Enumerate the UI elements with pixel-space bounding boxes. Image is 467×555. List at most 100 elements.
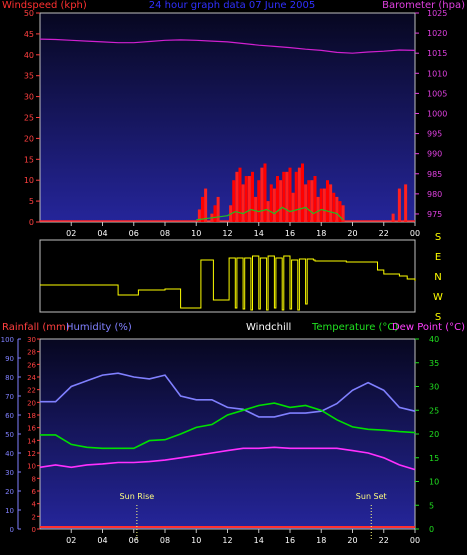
humidity-tick-label: 30 <box>5 469 14 477</box>
humidity-tick-label: 100 <box>1 336 14 344</box>
wind-y-tick-label: 10 <box>24 176 34 185</box>
gust-bar <box>294 171 298 222</box>
rainfall-tick-label: 24 <box>27 374 36 382</box>
x-tick-label: 14 <box>254 536 264 545</box>
direction-series-group <box>40 255 416 311</box>
gust-bar <box>238 167 242 222</box>
windspeed-bar <box>285 171 289 222</box>
wind-y-tick-label: 50 <box>24 9 34 18</box>
windspeed-bar <box>316 196 320 222</box>
gust-bar <box>213 205 217 222</box>
temp-tick-label: 40 <box>429 335 439 344</box>
gust-bar <box>307 180 311 222</box>
gust-bar <box>251 171 254 222</box>
x-tick-label: 08 <box>160 229 170 238</box>
windspeed-bar <box>254 196 258 222</box>
rainfall-tick-label: 8 <box>32 475 36 483</box>
gust-bar <box>201 196 204 222</box>
rainfall-tick-label: 28 <box>27 349 36 357</box>
humidity-tick-label: 90 <box>5 355 14 363</box>
temp-tick-label: 30 <box>429 383 439 392</box>
windspeed-bar <box>391 213 395 222</box>
windspeed-bar <box>341 205 345 222</box>
baro-y-tick-label: 995 <box>427 130 442 139</box>
windspeed-bar <box>322 188 326 222</box>
windspeed-axis-label: Windspeed (kph) <box>2 0 87 11</box>
direction-tick-label: S <box>435 312 441 323</box>
windspeed-bar <box>216 196 220 222</box>
wind-y-tick-label: 0 <box>29 218 34 227</box>
wind-left-axis: 0 5 10 15 20 25 30 35 40 45 50 <box>24 9 40 227</box>
windspeed-bar <box>241 184 245 222</box>
baro-y-tick-label: 1000 <box>427 109 447 118</box>
x-tick-label: 02 <box>66 229 76 238</box>
barometer-line <box>39 38 416 54</box>
wind-y-tick-label: 30 <box>24 93 34 102</box>
humidity-tick-label: 60 <box>5 412 14 420</box>
gust-bar <box>313 176 317 222</box>
humidity-line <box>40 372 416 418</box>
rainfall-tick-label: 4 <box>32 501 37 509</box>
temp-tick-label: 0 <box>429 525 434 534</box>
rainfall-tick-label: 2 <box>32 513 36 521</box>
humidity-tick-label: 50 <box>5 431 14 439</box>
temperature-line <box>40 402 416 450</box>
baro-y-tick-label: 975 <box>427 210 442 219</box>
gust-bar <box>244 176 248 222</box>
x-tick-label: 12 <box>222 536 232 545</box>
windchill-legend: Windchill <box>246 322 291 333</box>
x-tick-label: 00 <box>410 536 420 545</box>
x-tick-label: 22 <box>379 229 389 238</box>
temp-tick-label: 15 <box>429 454 439 463</box>
wind-y-tick-label: 35 <box>24 72 34 81</box>
windspeed-bar <box>204 188 208 222</box>
gust-bar <box>338 201 342 222</box>
gust-bar <box>301 163 304 222</box>
windspeed-bar <box>279 180 283 222</box>
rainfall-tick-label: 16 <box>27 425 36 433</box>
rainfall-tick-label: 26 <box>27 361 36 369</box>
humidity-tick-label: 70 <box>5 393 14 401</box>
windspeed-bar <box>397 188 401 222</box>
gust-bar <box>319 188 323 222</box>
rainfall-tick-label: 6 <box>32 488 37 496</box>
baro-y-tick-label: 1005 <box>427 89 447 98</box>
wind-y-tick-label: 15 <box>24 155 34 164</box>
barometer-axis-label: Barometer (hpa) <box>382 0 465 11</box>
humidity-tick-label: 20 <box>5 488 14 496</box>
x-tick-label: 06 <box>129 229 139 238</box>
temperature-legend: Temperature (°C) <box>311 322 398 333</box>
x-tick-label: 08 <box>160 536 170 545</box>
wind-plot-area <box>39 12 416 223</box>
wind-direction-line <box>40 255 416 311</box>
x-tick-label: 00 <box>410 229 420 238</box>
humidity-tick-label: 0 <box>10 526 14 534</box>
gust-bar <box>269 184 273 222</box>
windspeed-bar <box>404 184 408 222</box>
gust-bar <box>326 180 329 222</box>
temperature-right-axis: 0 5 10 15 20 25 30 35 40 <box>415 335 439 534</box>
x-tick-label: 16 <box>285 536 295 545</box>
rainfall-tick-label: 14 <box>27 437 36 445</box>
direction-plot-area <box>39 239 416 313</box>
barometer-right-axis: 975 980 985 990 995 1000 1005 1010 1015 1020 1025 <box>415 9 447 219</box>
windspeed-bar <box>297 167 301 222</box>
x-tick-label: 22 <box>379 536 389 545</box>
rainfall-tick-label: 0 <box>32 526 36 534</box>
rainfall-tick-label: 12 <box>27 450 36 458</box>
wind-average-line <box>196 206 344 221</box>
temp-tick-label: 25 <box>429 406 439 415</box>
wind-series-group <box>39 38 416 222</box>
temp-tick-label: 35 <box>429 359 439 368</box>
windspeed-bar <box>310 180 314 222</box>
windspeed-bar <box>197 209 201 222</box>
baro-y-tick-label: 1025 <box>427 9 447 18</box>
x-tick-label: 20 <box>347 229 357 238</box>
rainfall-axis-label: Rainfall (mm) <box>2 322 70 333</box>
temp-plot-area <box>39 338 416 530</box>
x-tick-label: 12 <box>222 229 232 238</box>
windspeed-bar <box>304 184 308 222</box>
wind-y-tick-label: 25 <box>24 114 34 123</box>
gust-bar <box>282 171 286 222</box>
wind-x-axis: 02 04 06 08 10 12 14 16 18 20 22 00 <box>66 222 420 238</box>
